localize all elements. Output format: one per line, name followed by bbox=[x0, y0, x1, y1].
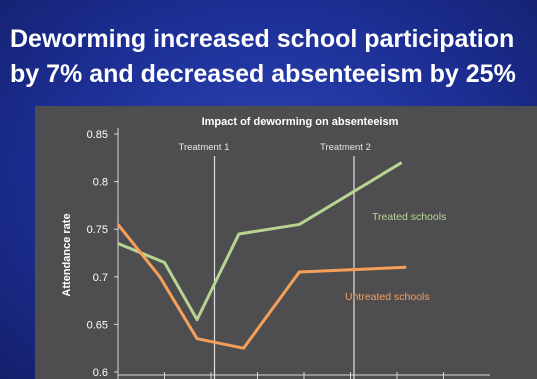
series-line-untreated bbox=[116, 223, 407, 350]
y-tick-label: 0.6 bbox=[93, 367, 108, 379]
y-tick-label: 0.65 bbox=[87, 319, 108, 331]
y-tick-label: 0.75 bbox=[87, 224, 108, 236]
slide-title: Deworming increased school participation… bbox=[10, 22, 537, 92]
slide-title-line-1: Deworming increased school participation bbox=[10, 25, 515, 53]
y-axis-label: Attendance rate bbox=[61, 213, 73, 296]
y-tick-label: 0.85 bbox=[87, 129, 108, 141]
treatment-marker-label: Treatment 2 bbox=[320, 142, 371, 153]
series-label-untreated: Untreated schools bbox=[345, 291, 430, 303]
y-tick-label: 0.7 bbox=[93, 272, 108, 284]
treatment-marker-label: Treatment 1 bbox=[179, 142, 230, 153]
slide-title-line-2: by 7% and decreased absenteeism by 25% bbox=[10, 60, 516, 88]
series-label-treated: Treated schools bbox=[372, 211, 446, 223]
y-tick-label: 0.8 bbox=[93, 177, 108, 189]
chart-title: Impact of deworming on absenteeism bbox=[202, 116, 399, 128]
series-line-treated bbox=[117, 161, 403, 322]
